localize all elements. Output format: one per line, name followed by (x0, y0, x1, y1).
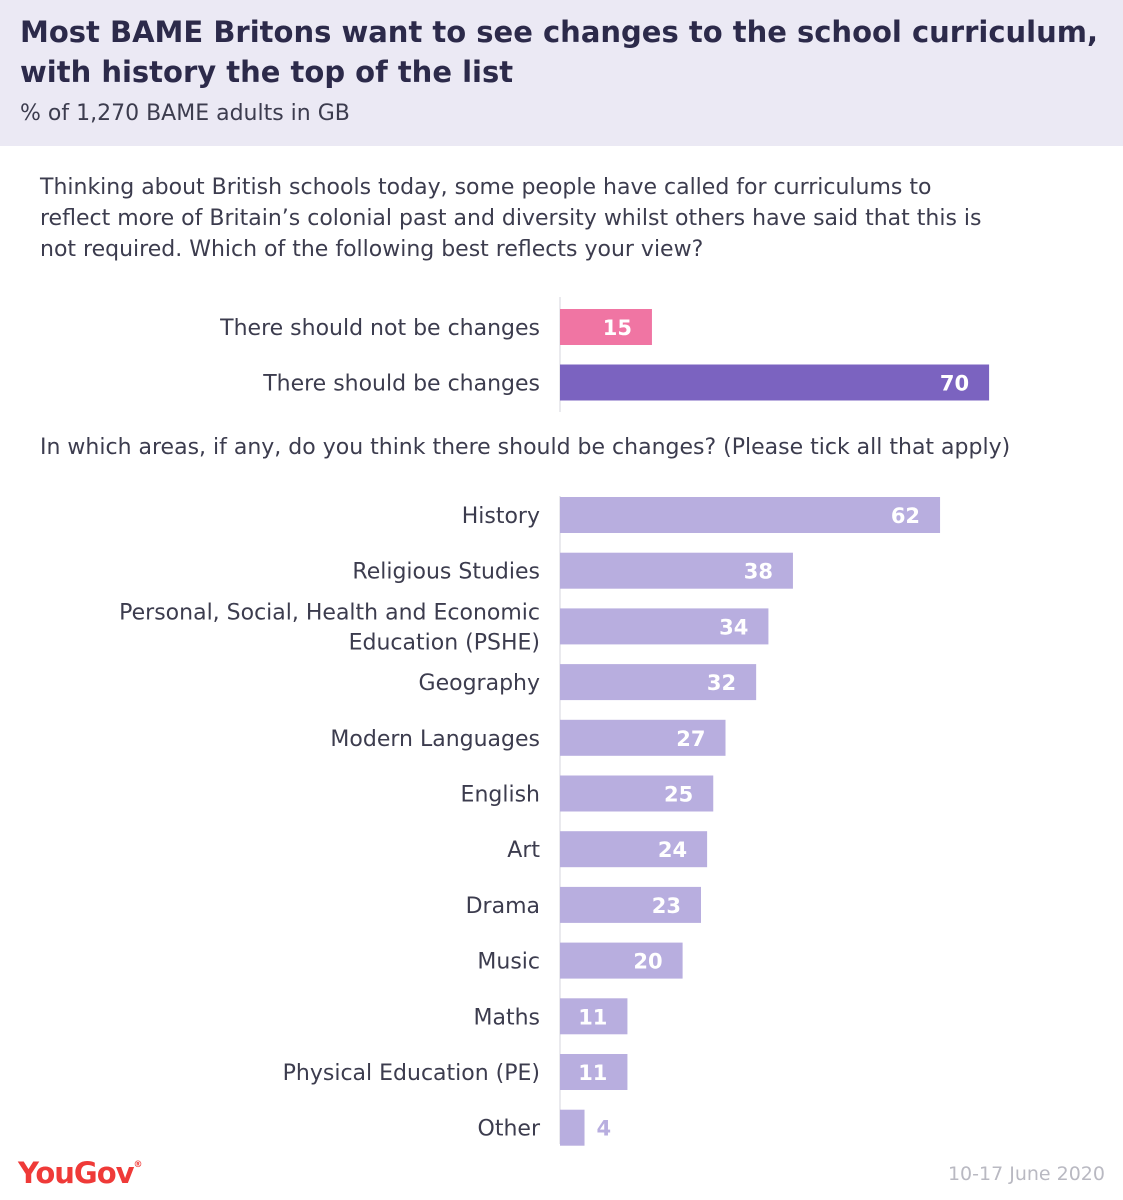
yougov-logo: YouGov® (18, 1156, 143, 1190)
bar-religious-studies (560, 552, 793, 589)
bar-drama (560, 886, 701, 923)
category-label-line: Drama (466, 894, 540, 919)
value-label-modern-languages: 27 (676, 727, 705, 751)
category-label-religious-studies: Religious Studies (352, 560, 540, 585)
header-band: Most BAME Britons want to see changes to… (0, 0, 1123, 146)
bar-english (560, 775, 714, 812)
category-label-history: History (462, 504, 540, 529)
bar-there-should-not-be-changes (560, 309, 652, 345)
category-label-music: Music (477, 950, 540, 975)
category-label-line: Geography (419, 671, 540, 696)
chart-title: Most BAME Britons want to see changes to… (20, 15, 1098, 89)
category-label-maths: Maths (474, 1005, 541, 1030)
bar-other (560, 1109, 585, 1146)
bar-physical-education-pe (560, 1054, 628, 1090)
category-label-line: Religious Studies (352, 560, 540, 585)
category-label-line: English (461, 783, 540, 808)
category-label-other: Other (478, 1117, 541, 1142)
bar-history (560, 497, 941, 533)
category-label-line: Maths (474, 1005, 541, 1030)
bar-music (560, 942, 683, 979)
value-label-history: 62 (891, 504, 920, 528)
category-label-line: There should be changes (262, 372, 540, 397)
value-label-drama: 23 (652, 894, 681, 918)
category-label-personal-social-health-and-economic-education-pshe: Personal, Social, Health and Economic Edu… (119, 600, 540, 655)
category-label-art: Art (507, 838, 540, 863)
value-label-geography: 32 (707, 671, 736, 695)
value-label-other: 4 (597, 1117, 612, 1141)
value-label-music: 20 (633, 950, 662, 974)
category-label-modern-languages: Modern Languages (330, 727, 540, 752)
value-label-there-should-be-changes: 70 (940, 372, 969, 396)
category-label-line: Physical Education (PE) (283, 1061, 540, 1086)
fieldwork-date: 10-17 June 2020 (947, 1163, 1105, 1185)
category-label-line: Education (PSHE) (349, 630, 540, 655)
chart-subtitle: % of 1,270 BAME adults in GB (20, 101, 350, 126)
bar-art (560, 831, 708, 868)
category-label-there-should-be-changes: There should be changes (262, 372, 540, 397)
category-label-line: History (462, 504, 540, 529)
category-label-there-should-not-be-changes: There should not be changes (219, 316, 540, 341)
brand-name: YouGov (18, 1156, 135, 1190)
category-label-physical-education-pe: Physical Education (PE) (283, 1061, 540, 1086)
bar-modern-languages (560, 719, 726, 756)
category-label-line: Modern Languages (330, 727, 540, 752)
category-label-geography: Geography (419, 671, 540, 696)
category-label-english: English (461, 783, 540, 808)
category-label-drama: Drama (466, 894, 540, 919)
category-label-line: Other (478, 1117, 541, 1142)
value-label-personal-social-health-and-economic-education-pshe: 34 (719, 615, 748, 639)
bar-personal-social-health-and-economic-education-pshe (560, 608, 769, 645)
question-2-text: In which areas, if any, do you think the… (40, 435, 1011, 460)
value-label-english: 25 (664, 783, 693, 807)
value-label-physical-education-pe: 11 (578, 1061, 607, 1085)
category-label-line: Music (477, 950, 540, 975)
bar-there-should-be-changes (560, 364, 990, 401)
value-label-there-should-not-be-changes: 15 (603, 316, 632, 340)
category-label-line: There should not be changes (219, 316, 540, 341)
category-label-line: Personal, Social, Health and Economic (119, 600, 540, 625)
value-label-art: 24 (658, 838, 687, 862)
bar-geography (560, 664, 757, 701)
bar-maths (560, 998, 628, 1035)
question-1-text: Thinking about British schools today, so… (40, 175, 982, 262)
value-label-maths: 11 (578, 1005, 607, 1029)
category-label-line: Art (507, 838, 540, 863)
value-label-religious-studies: 38 (744, 560, 773, 584)
